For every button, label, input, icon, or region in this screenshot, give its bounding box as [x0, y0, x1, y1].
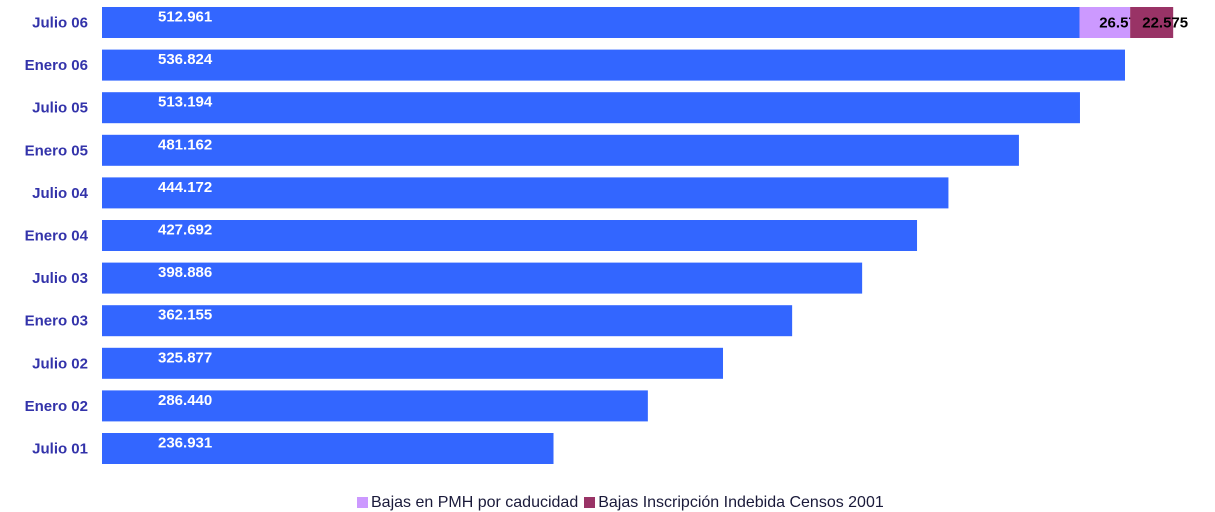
bar-julio-01-series-1 [102, 433, 554, 464]
legend-item-caducidad: Bajas en PMH por caducidad [357, 494, 578, 512]
legend-label-indebida: Bajas Inscripción Indebida Censos 2001 [598, 493, 884, 511]
value-label-julio-02: 325.877 [158, 349, 212, 366]
value-label-julio-06: 512.961 [158, 9, 212, 26]
category-label-julio-01: Julio 01 [32, 441, 88, 458]
category-label-julio-02: Julio 02 [32, 355, 88, 372]
value-label-enero-02: 286.440 [158, 392, 212, 409]
legend-swatch-indebida [584, 497, 596, 508]
bar-julio-03-series-1 [102, 262, 863, 294]
bar-enero-05-series-1 [102, 134, 1019, 166]
bar-enero-04-series-1 [102, 220, 918, 251]
bar-julio-06-series-1 [102, 7, 1080, 38]
value-label-julio-05: 513.194 [158, 94, 213, 111]
value-label-julio-01: 236.931 [158, 435, 212, 452]
legend: Bajas en PMH por caducidad Bajas Inscrip… [357, 494, 890, 511]
legend-swatch-caducidad [357, 497, 368, 508]
category-label-enero-05: Enero 05 [25, 142, 88, 159]
category-label-julio-06: Julio 06 [32, 15, 88, 32]
bar-julio-06-series-2 [1079, 7, 1131, 38]
bar-enero-06-series-1 [102, 49, 1125, 81]
bar-julio-06-series-3 [1130, 7, 1174, 38]
category-label-enero-02: Enero 02 [25, 398, 88, 415]
category-label-enero-03: Enero 03 [25, 313, 88, 330]
bar-enero-02-series-1 [102, 390, 648, 422]
category-label-enero-06: Enero 06 [25, 57, 88, 74]
category-label-enero-04: Enero 04 [25, 228, 89, 245]
bar-julio-05-series-1 [102, 92, 1080, 124]
value-label-enero-06: 536.824 [158, 51, 213, 68]
value-label-julio-06-series-3: 22.575 [1142, 15, 1188, 32]
bar-julio-04-series-1 [102, 177, 949, 209]
legend-item-indebida: Bajas Inscripción Indebida Censos 2001 [584, 494, 884, 512]
legend-label-caducidad: Bajas en PMH por caducidad [371, 493, 579, 511]
value-label-julio-03: 398.886 [158, 264, 212, 281]
bar-enero-03-series-1 [102, 305, 793, 337]
value-label-julio-04: 444.172 [158, 179, 212, 196]
value-label-enero-05: 481.162 [158, 136, 212, 153]
category-label-julio-04: Julio 04 [32, 185, 89, 202]
category-label-julio-05: Julio 05 [32, 100, 88, 117]
bar-julio-02-series-1 [102, 347, 724, 379]
category-label-julio-03: Julio 03 [32, 270, 88, 287]
value-label-enero-04: 427.692 [158, 222, 212, 239]
value-label-enero-03: 362.155 [158, 307, 212, 324]
